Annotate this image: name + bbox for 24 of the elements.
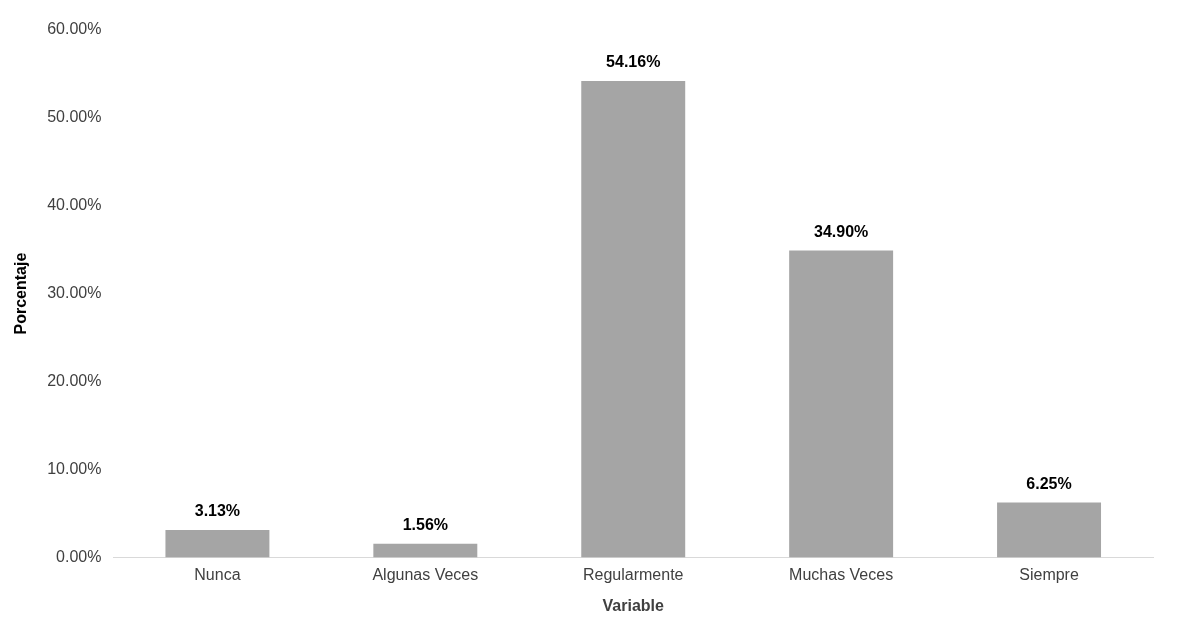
x-tick-label: Muchas Veces bbox=[789, 565, 894, 583]
data-label: 34.90% bbox=[814, 222, 869, 240]
bar bbox=[373, 543, 478, 558]
x-tick-label: Regularmente bbox=[582, 565, 684, 583]
y-tick-label: 40.00% bbox=[47, 196, 102, 214]
x-tick-label: Nunca bbox=[194, 565, 241, 583]
y-tick-label: 10.00% bbox=[47, 460, 102, 478]
bar bbox=[581, 80, 686, 558]
y-tick-label: 30.00% bbox=[47, 284, 102, 302]
y-tick-label: 0.00% bbox=[56, 548, 102, 566]
x-tick-label: Siempre bbox=[1019, 565, 1079, 583]
y-axis-title: Porcentaje bbox=[12, 252, 30, 335]
y-tick-label: 60.00% bbox=[47, 20, 102, 38]
y-tick-label: 20.00% bbox=[47, 372, 102, 390]
y-tick-label: 50.00% bbox=[47, 108, 102, 126]
data-label: 6.25% bbox=[1026, 475, 1072, 493]
data-label: 54.16% bbox=[606, 53, 661, 71]
data-label: 3.13% bbox=[194, 502, 241, 520]
bar bbox=[789, 250, 894, 558]
x-tick-label: Algunas Veces bbox=[372, 565, 479, 583]
data-label: 1.56% bbox=[402, 516, 449, 534]
x-axis-title: Variable bbox=[602, 596, 665, 614]
bar bbox=[165, 530, 270, 558]
bar bbox=[997, 502, 1102, 558]
